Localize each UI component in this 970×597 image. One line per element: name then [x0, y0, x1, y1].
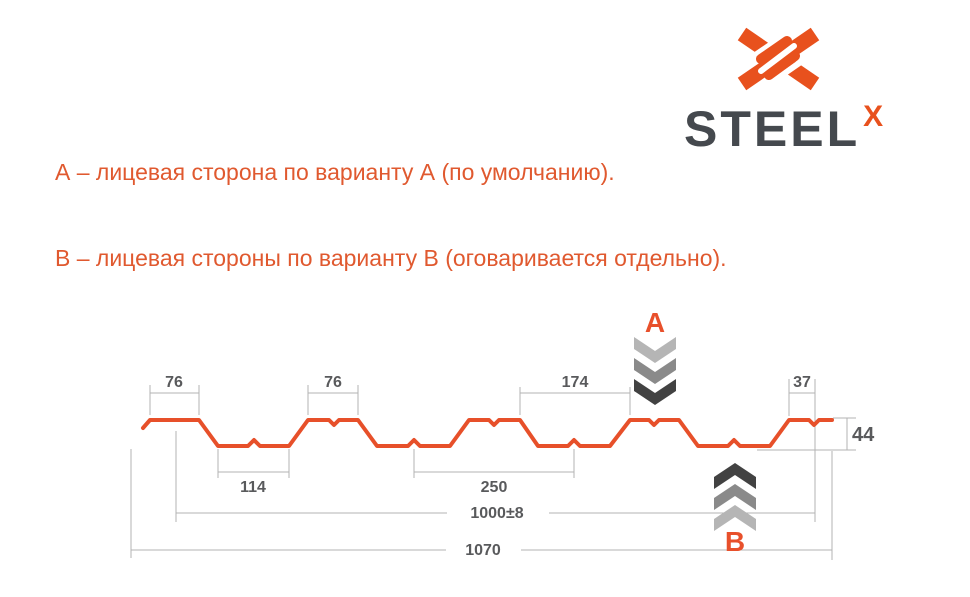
- chevron-down-icon: [634, 358, 676, 384]
- dim-crest-top-left: 76: [165, 374, 183, 391]
- logo-sup-x: X: [863, 100, 884, 133]
- chevron-up-icon: [714, 505, 756, 531]
- dim-valley-bottom: 114: [240, 479, 266, 496]
- variant-a-label: А: [645, 307, 665, 338]
- logo-wordmark: STEEL X: [684, 100, 883, 159]
- chevron-down-icon: [634, 379, 676, 405]
- chevron-up-icon: [714, 463, 756, 489]
- variant-a-marker: А: [634, 307, 676, 405]
- dim-crest-top-mid: 76: [324, 374, 342, 391]
- variant-b-marker: В: [714, 463, 756, 557]
- profile-outline: [141, 418, 834, 448]
- logo-word-steel: STEEL: [684, 101, 861, 157]
- variant-b-label: В: [725, 526, 745, 557]
- dim-valley-opening: 174: [562, 374, 589, 391]
- steelx-logo-icon: [737, 27, 820, 91]
- dim-overall-width: 1070: [465, 542, 501, 559]
- note-variant-a: А – лицевая сторона по варианту А (по ум…: [55, 159, 615, 185]
- dim-edge-rib: 37: [793, 374, 811, 391]
- chevron-down-icon: [634, 337, 676, 363]
- dim-pitch: 250: [481, 479, 508, 496]
- note-variant-b: В – лицевая стороны по варианту В (огова…: [55, 245, 727, 271]
- dim-height: 44: [852, 424, 875, 446]
- dim-working-width: 1000±8: [470, 505, 523, 522]
- dimension-lines: [130, 379, 856, 560]
- chevron-up-icon: [714, 484, 756, 510]
